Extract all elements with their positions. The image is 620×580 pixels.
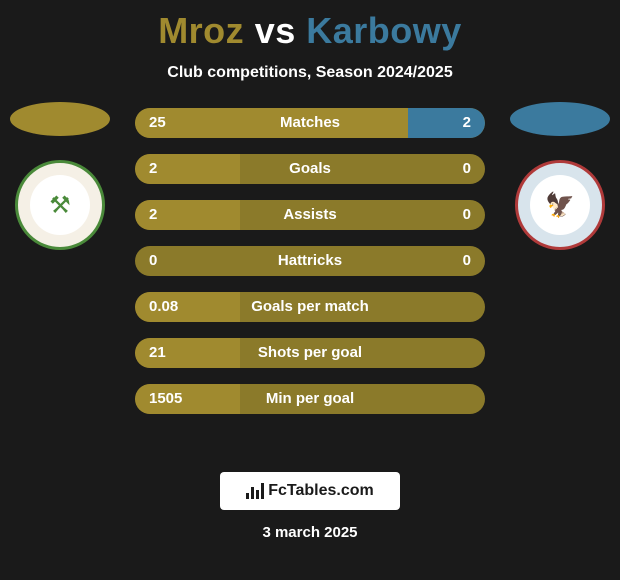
stat-label: Min per goal bbox=[135, 384, 485, 414]
subtitle: Club competitions, Season 2024/2025 bbox=[0, 64, 620, 82]
stat-bar: 252Matches bbox=[135, 108, 485, 138]
club2-badge: 🦅 bbox=[510, 160, 610, 250]
stat-bar: 1505Min per goal bbox=[135, 384, 485, 414]
player1-silhouette bbox=[10, 102, 110, 136]
stat-label: Matches bbox=[135, 108, 485, 138]
club1-icon: ⚒ bbox=[49, 191, 71, 220]
player1-name: Mroz bbox=[158, 10, 244, 51]
stat-label: Goals bbox=[135, 154, 485, 184]
club1-badge: ⚒ bbox=[10, 160, 110, 250]
page-title: Mroz vs Karbowy bbox=[0, 0, 620, 52]
vs-text: vs bbox=[255, 10, 296, 51]
footer-date: 3 march 2025 bbox=[0, 524, 620, 541]
stat-bar: 20Assists bbox=[135, 200, 485, 230]
stat-bar: 0.08Goals per match bbox=[135, 292, 485, 322]
stat-bar: 00Hattricks bbox=[135, 246, 485, 276]
chart-icon bbox=[246, 483, 264, 499]
player2-name: Karbowy bbox=[306, 10, 462, 51]
stat-label: Shots per goal bbox=[135, 338, 485, 368]
stat-bars: 252Matches 20Goals 20Assists 00Hattricks 0.0… bbox=[135, 108, 485, 414]
stat-label: Hattricks bbox=[135, 246, 485, 276]
brand-logo: FcTables.com bbox=[220, 472, 400, 510]
stat-label: Assists bbox=[135, 200, 485, 230]
brand-text: FcTables.com bbox=[268, 482, 374, 500]
club2-icon: 🦅 bbox=[545, 191, 575, 220]
stat-bar: 21Shots per goal bbox=[135, 338, 485, 368]
player2-silhouette bbox=[510, 102, 610, 136]
stat-label: Goals per match bbox=[135, 292, 485, 322]
stat-bar: 20Goals bbox=[135, 154, 485, 184]
comparison-panel: ⚒ 🦅 252Matches 20Goals 20Assists 00Hattrick… bbox=[0, 102, 620, 442]
